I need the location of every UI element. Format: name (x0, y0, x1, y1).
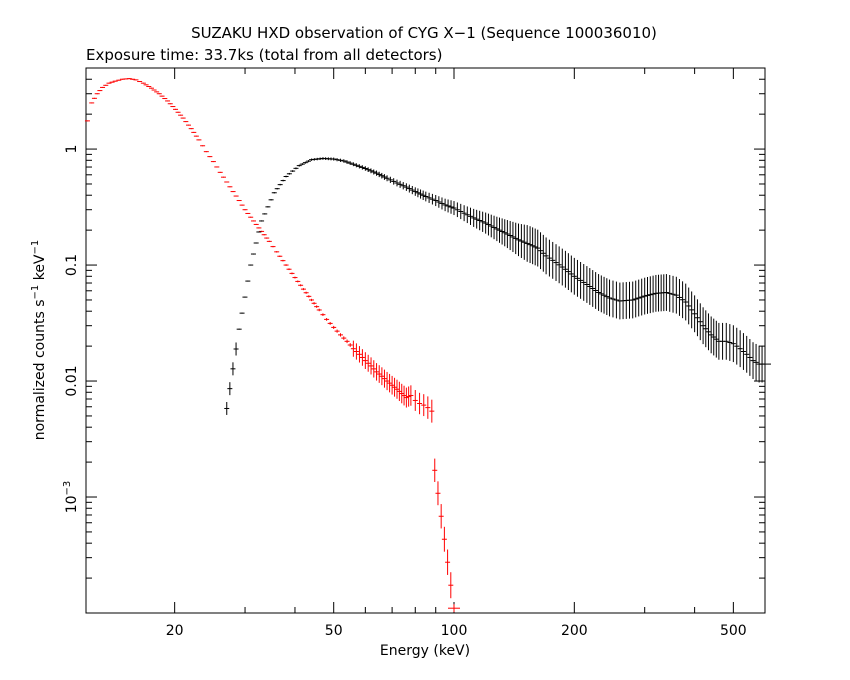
chart-title: SUZAKU HXD observation of CYG X−1 (Seque… (191, 24, 657, 42)
data-series (84, 78, 771, 613)
y-axis-label-exp2: −1 (30, 240, 41, 255)
y-tick-label: 10−3 (62, 481, 80, 514)
y-tick-label-exp: −3 (62, 481, 73, 496)
plot-frame (85, 67, 766, 614)
x-tick-label: 100 (441, 623, 468, 639)
y-axis-label: normalized counts s−1 keV−1 (30, 240, 48, 441)
y-tick-label: 1 (64, 145, 80, 154)
series-0 (84, 78, 461, 613)
y-axis-label-exp1: −1 (30, 285, 41, 300)
y-axis-label-main: normalized counts s (32, 299, 48, 440)
y-axis-label-mid: keV (32, 254, 48, 285)
x-tick-label: 200 (561, 623, 588, 639)
x-tick-label: 500 (720, 623, 747, 639)
axis-ticks (86, 67, 766, 614)
y-tick-label: 0.1 (64, 254, 80, 276)
x-axis-label: Energy (keV) (380, 643, 470, 659)
series-1 (224, 157, 771, 415)
y-tick-label-base: 10 (64, 495, 80, 513)
y-tick-label: 0.01 (64, 365, 80, 396)
x-tick-label: 20 (166, 623, 184, 639)
x-tick-label: 50 (325, 623, 343, 639)
chart-subtitle: Exposure time: 33.7ks (total from all de… (86, 46, 442, 64)
x-tick-labels: 20 50 100 200 500 (166, 623, 747, 639)
y-tick-labels: 1 0.1 0.01 10−3 (62, 145, 80, 514)
